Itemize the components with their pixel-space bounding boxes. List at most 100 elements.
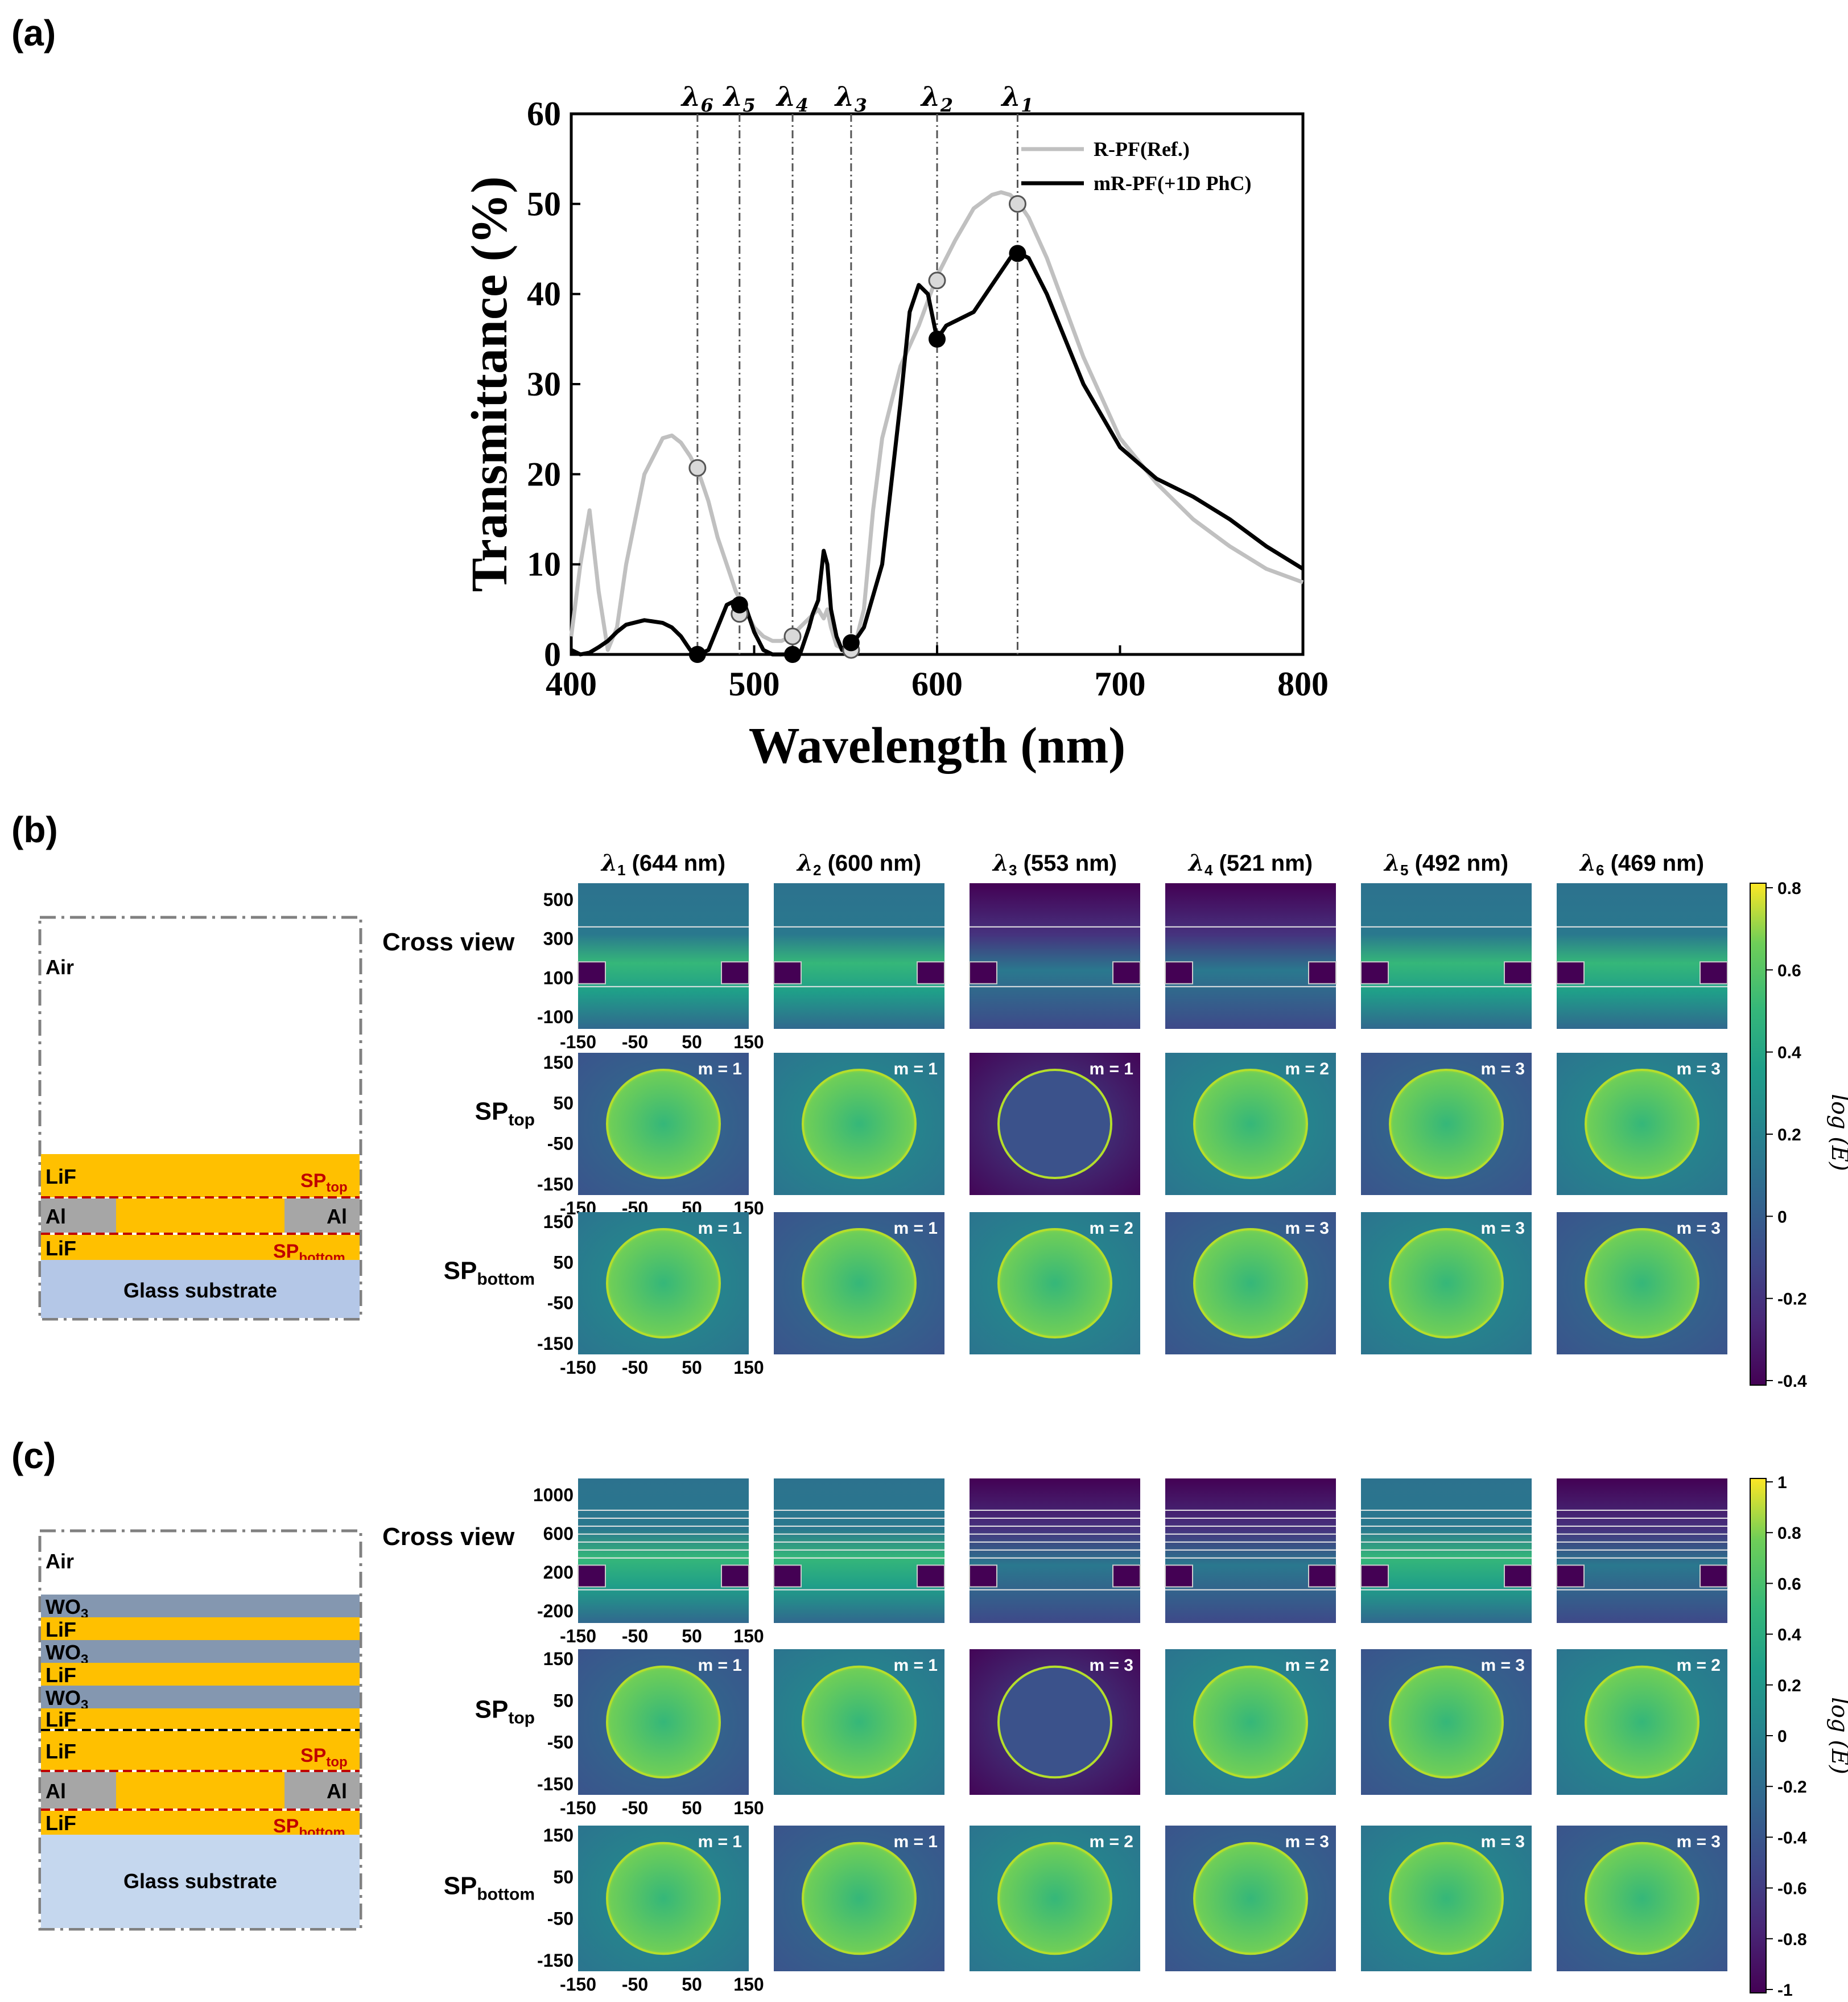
transmittance-chart: 400 500 600 700 800 0 10 20 30 40 50 60 λ6 λ5 λ4 λ3 λ2… bbox=[461, 81, 1329, 774]
colorbar-c-title: log (E) bbox=[1826, 1697, 1848, 1774]
colorbar-b: 0.8 0.6 0.4 0.2 0 -0.2 -0.4 log (E) bbox=[1750, 879, 1848, 1391]
sp-top-map-5-disc bbox=[1389, 1069, 1504, 1179]
layer-air: Air bbox=[46, 955, 74, 979]
cross-map-4-al-left bbox=[1165, 1564, 1193, 1588]
cross-map-6-al-left bbox=[1556, 1564, 1585, 1588]
map-y-tick: -150 bbox=[537, 1174, 574, 1194]
top-lambda-label-5: λ5 bbox=[723, 81, 756, 116]
map-x-tick: -150 bbox=[560, 1626, 596, 1646]
colorbar-tick-label: -0.2 bbox=[1777, 1290, 1807, 1309]
sp-top-map-1-disc bbox=[606, 1665, 721, 1779]
map-x-tick: 150 bbox=[733, 1974, 764, 1995]
map-x-tick: -50 bbox=[622, 1974, 648, 1995]
sp-bottom-map-4-mode-label: m = 3 bbox=[1285, 1219, 1329, 1238]
map-x-tick: 50 bbox=[682, 1032, 702, 1052]
colorbar-tick-label: 0.2 bbox=[1777, 1126, 1801, 1144]
sp-bottom-map-1-disc bbox=[606, 1228, 721, 1338]
sp-c-top-label: SPtop bbox=[300, 1745, 348, 1770]
schematic-c-frame bbox=[38, 1529, 362, 1931]
sp-bottom-map-1-mode-label: m = 1 bbox=[698, 1832, 742, 1851]
x-tick-label: 400 bbox=[546, 665, 597, 703]
cross-map-6-al-left bbox=[1556, 961, 1585, 984]
map-x-tick: 50 bbox=[682, 1974, 702, 1995]
layer-al-right-label: Al bbox=[327, 1205, 347, 1228]
sp-bottom-map-2-mode-label: m = 1 bbox=[893, 1219, 938, 1238]
map-x-tick: -50 bbox=[622, 1032, 648, 1052]
sp-top-map-3-disc bbox=[997, 1069, 1112, 1179]
layer-c-air: Air bbox=[46, 1550, 74, 1573]
top-lambda-label-4: λ4 bbox=[776, 81, 808, 116]
sp-top-map-4-mode-label: m = 2 bbox=[1285, 1060, 1329, 1078]
cross-map-2-al-right bbox=[917, 1564, 945, 1588]
x-axis-label: Wavelength (nm) bbox=[749, 718, 1125, 774]
cross-y-tick: 100 bbox=[543, 967, 574, 988]
cross-map-4-bg bbox=[1165, 883, 1336, 1029]
map-x-tick: -50 bbox=[622, 1626, 648, 1646]
map-y-tick: 50 bbox=[553, 1252, 574, 1272]
phc-point-2 bbox=[929, 330, 946, 348]
colorbar-tick-label: -0.2 bbox=[1777, 1778, 1807, 1797]
map-x-tick: 150 bbox=[733, 1357, 764, 1378]
cross-map-5-al-right bbox=[1504, 1564, 1532, 1588]
layer-c-lif-3 bbox=[41, 1708, 360, 1729]
sp-top-map-6-disc bbox=[1585, 1665, 1700, 1779]
sp-top-map-1-mode-label: m = 1 bbox=[698, 1060, 742, 1078]
cross-map-1-al-right bbox=[721, 1564, 749, 1588]
phc-point-4 bbox=[784, 646, 802, 663]
map-y-tick: 150 bbox=[543, 1649, 574, 1669]
cross-y-tick: 500 bbox=[543, 889, 574, 910]
colorbar-c: 1 0.8 0.6 0.4 0.2 0 -0.2 -0.4 -0.6 -0.8 -1 log (E) bbox=[1750, 1473, 1848, 2000]
row-label-sp-top: SPtop bbox=[475, 1695, 535, 1727]
field-grid-b: λ1 (644 nm) λ2 (600 nm) λ3 (553 nm) λ4 (521… bbox=[382, 850, 1728, 1378]
sp-bottom-map-1-disc bbox=[606, 1842, 721, 1955]
layer-c-lif-2-label: LiF bbox=[46, 1663, 76, 1687]
map-y-tick: -50 bbox=[547, 1732, 574, 1753]
layer-al-left bbox=[41, 1198, 116, 1233]
sp-bottom-map-1-mode-label: m = 1 bbox=[698, 1219, 742, 1238]
sp-top-map-4-disc bbox=[1193, 1069, 1308, 1179]
top-lambda-label-1: λ1 bbox=[1000, 81, 1033, 116]
layer-lif-bottom-label: LiF bbox=[46, 1237, 76, 1260]
sp-bottom-map-5-disc bbox=[1389, 1228, 1504, 1338]
cross-map-3-bg bbox=[970, 1478, 1140, 1623]
cross-y-tick: 200 bbox=[543, 1562, 574, 1583]
layer-c-lif-3-label: LiF bbox=[46, 1708, 76, 1731]
cross-map-5-al-left bbox=[1360, 1564, 1389, 1588]
colorbar-tick-label: 0.6 bbox=[1777, 1575, 1801, 1593]
map-y-tick: 50 bbox=[553, 1690, 574, 1711]
sp-top-map-5-mode-label: m = 3 bbox=[1480, 1656, 1525, 1675]
layer-c-lif-top-label: LiF bbox=[46, 1740, 76, 1763]
layer-lif-top-label: LiF bbox=[46, 1165, 76, 1188]
cross-map-5-bg bbox=[1361, 1478, 1532, 1623]
x-tick-label: 500 bbox=[729, 665, 780, 703]
sp-bottom-map-6-mode-label: m = 3 bbox=[1676, 1832, 1721, 1851]
layer-c-al-left bbox=[41, 1772, 116, 1809]
sp-top-map-5-mode-label: m = 3 bbox=[1480, 1060, 1525, 1078]
map-y-tick: 150 bbox=[543, 1825, 574, 1846]
layer-al-left-label: Al bbox=[46, 1205, 66, 1228]
map-y-tick: -50 bbox=[547, 1134, 574, 1154]
sp-top-map-6-mode-label: m = 3 bbox=[1676, 1060, 1721, 1078]
cross-map-6-bg bbox=[1557, 883, 1727, 1029]
column-title-3: λ3 (553 nm) bbox=[992, 850, 1117, 879]
layer-c-wo3-1 bbox=[41, 1595, 360, 1617]
cross-map-2-al-right bbox=[917, 961, 945, 984]
schematic-c: Air WO3 LiF WO3 LiF WO3 LiF LiF SPtop Al… bbox=[38, 1529, 362, 1931]
row-label-sp-bottom: SPbottom bbox=[444, 1257, 535, 1289]
colorbar-tick-label: 0.8 bbox=[1777, 1524, 1801, 1543]
cross-map-3-al-right bbox=[1112, 1564, 1141, 1588]
layer-c-lif-1-label: LiF bbox=[46, 1618, 76, 1641]
cross-y-tick: -200 bbox=[537, 1601, 574, 1621]
map-y-tick: -50 bbox=[547, 1293, 574, 1313]
colorbar-tick-label: -0.4 bbox=[1777, 1372, 1807, 1391]
map-x-tick: 150 bbox=[733, 1626, 764, 1646]
layer-c-wo3-3 bbox=[41, 1686, 360, 1708]
layer-glass bbox=[41, 1260, 360, 1318]
cross-map-6-al-right bbox=[1700, 961, 1728, 984]
sp-top-map-3-mode-label: m = 3 bbox=[1089, 1656, 1133, 1675]
sp-bottom-map-3-mode-label: m = 2 bbox=[1089, 1832, 1133, 1851]
map-x-tick: 150 bbox=[733, 1798, 764, 1818]
layer-c-glass bbox=[41, 1835, 360, 1928]
colorbar-tick-label: -0.6 bbox=[1777, 1880, 1807, 1898]
